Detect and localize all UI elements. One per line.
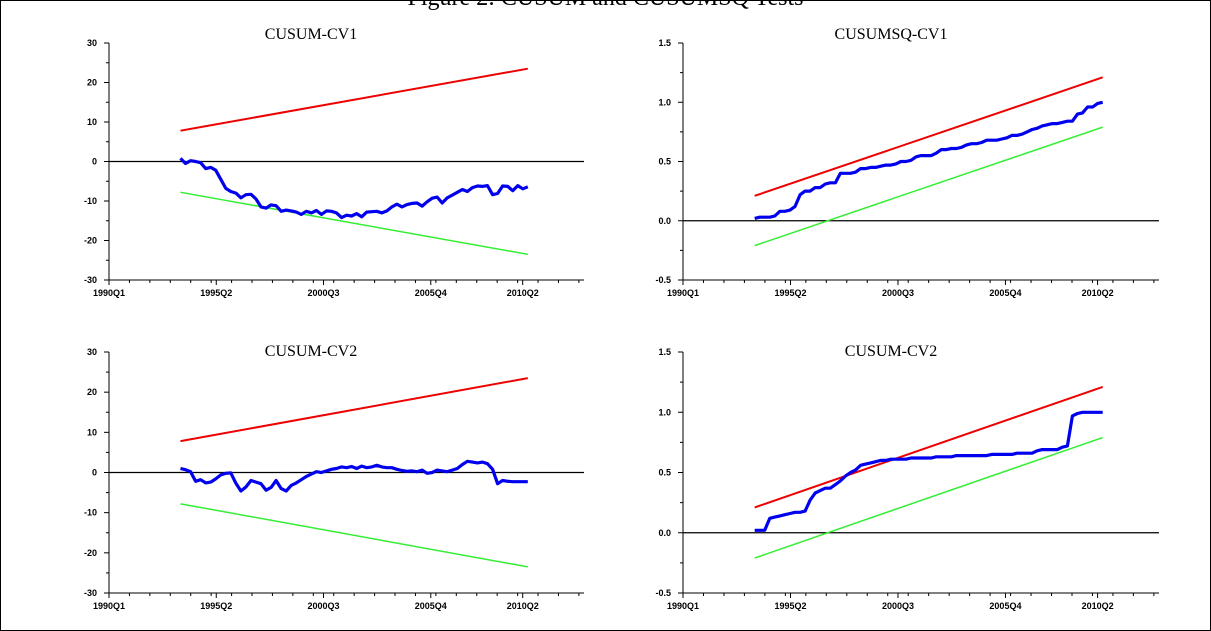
panel-3-x-tick-label: 1995Q2	[200, 601, 232, 611]
panel-1-y-tick-label: 30	[87, 38, 97, 48]
panel-4-y-tick-label: 0.5	[658, 468, 671, 478]
panel-4-x-tick-label: 2005Q4	[989, 601, 1021, 611]
panel-3-y-tick-label: -20	[84, 548, 97, 558]
panel-1-x-tick-label: 1990Q1	[93, 288, 125, 298]
panel-1-upper-bound-line	[180, 67, 528, 132]
panel-2-y-tick-label: 1.5	[658, 38, 671, 48]
panel-4-y-tick-label: -0.5	[655, 588, 671, 598]
panel-4-y-tick-label: 0.0	[658, 528, 671, 538]
panel-3-y-tick-label: 20	[87, 387, 97, 397]
panel-1-y-tick-label: -20	[84, 236, 97, 246]
panel-4-lower-bound-line	[754, 436, 1103, 559]
panel-3-y-tick-label: 0	[92, 468, 97, 478]
panel-1-y-tick-label: 10	[87, 117, 97, 127]
panel-3-y-tick-label: -30	[84, 588, 97, 598]
panel-2-x-tick-label: 1990Q1	[667, 288, 699, 298]
panel-2-x-tick-label: 1995Q2	[774, 288, 806, 298]
panel-2-upper-bound-line	[754, 76, 1104, 197]
panel-1-y-tick-label: -10	[84, 196, 97, 206]
panel-4-y-tick-label: 1.5	[658, 347, 671, 357]
panel-3-y-tick-label: 10	[87, 427, 97, 437]
panel-4-statistic-line	[754, 410, 1103, 532]
panel-2-y-tick-label: 1.0	[658, 97, 671, 107]
panel-3-x-tick-label: 2005Q4	[415, 601, 447, 611]
panel-2-y-tick-label: 0.0	[658, 216, 671, 226]
panel-3-x-tick-label: 1990Q1	[93, 601, 125, 611]
panel-4-x-tick-label: 1990Q1	[667, 601, 699, 611]
panel-3-x-tick-label: 2010Q2	[507, 601, 539, 611]
panel-1-x-tick-label: 2000Q3	[308, 288, 340, 298]
panel-1-statistic-line	[179, 157, 529, 220]
figure-title: Figure 2: CUSUM and CUSUMSQ Tests	[1, 0, 1210, 12]
panel-2-x-tick-label: 2005Q4	[989, 288, 1021, 298]
panel-3-y-tick-label: 30	[87, 347, 97, 357]
panel-3-lower-bound-line	[180, 503, 528, 568]
panel-2-lower-bound-line	[754, 126, 1103, 247]
panel-3-y-tick-label: -10	[84, 508, 97, 518]
panel-1-lower-bound-line	[180, 191, 528, 256]
panel-3-upper-bound-line	[180, 377, 528, 443]
panel-2-x-tick-label: 2010Q2	[1082, 288, 1114, 298]
panel-2-y-tick-label: 0.5	[658, 157, 671, 167]
panel-1-x-tick-label: 1995Q2	[200, 288, 232, 298]
panel-1-y-tick-label: 0	[92, 157, 97, 167]
panel-1-title: CUSUM-CV1	[265, 26, 357, 43]
panel-3-x-tick-label: 2000Q3	[308, 601, 340, 611]
panel-1-x-tick-label: 2010Q2	[507, 288, 539, 298]
panel-2-title: CUSUMSQ-CV1	[835, 26, 948, 43]
panel-4-x-tick-label: 1995Q2	[774, 601, 806, 611]
panel-4-y-tick-label: 1.0	[658, 407, 671, 417]
panel-4-title: CUSUM-CV2	[845, 343, 937, 360]
panel-4-x-tick-label: 2000Q3	[882, 601, 914, 611]
panel-1-y-tick-label: -30	[84, 275, 97, 285]
panel-1-x-tick-label: 2005Q4	[415, 288, 447, 298]
panel-3-title: CUSUM-CV2	[265, 343, 357, 360]
panel-1-y-tick-label: 20	[87, 78, 97, 88]
panel-3-statistic-line	[180, 459, 528, 493]
panel-4-x-tick-label: 2010Q2	[1082, 601, 1114, 611]
panel-4-upper-bound-line	[754, 386, 1104, 509]
panel-2-statistic-line	[754, 100, 1104, 220]
panel-2-y-tick-label: -0.5	[655, 275, 671, 285]
panel-2-x-tick-label: 2000Q3	[882, 288, 914, 298]
